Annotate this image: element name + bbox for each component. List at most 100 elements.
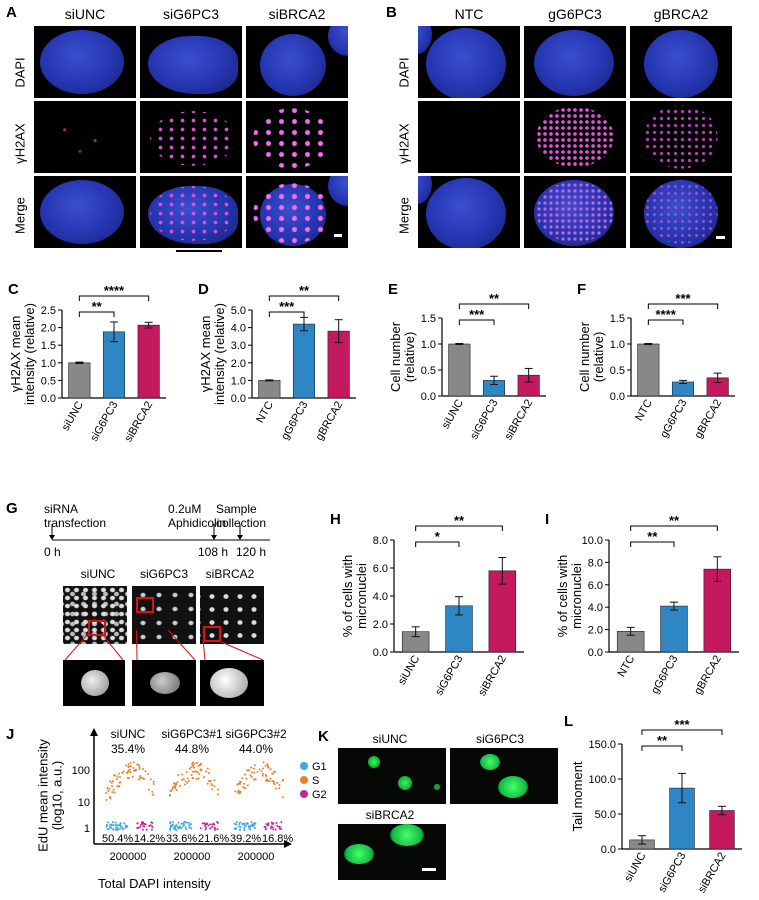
panel-k-label: K — [318, 728, 329, 745]
dot-s — [171, 788, 174, 791]
dot-s — [131, 775, 134, 778]
significance-bracket — [268, 295, 340, 301]
zoom-box — [136, 597, 154, 613]
x-tick-label: NTC — [254, 399, 276, 425]
y-tick-label: 2.0 — [231, 358, 246, 370]
panel-j-xlabel: Total DAPI intensity — [98, 876, 211, 891]
dot-s — [122, 770, 125, 773]
y-axis-label: Tail moment — [570, 761, 585, 831]
dot-s — [269, 777, 272, 780]
y-tick-label: 4.0 — [231, 323, 246, 335]
dot-s — [108, 787, 111, 790]
x-tick-label: siG6PC3 — [88, 400, 120, 444]
dot-s — [265, 775, 268, 778]
dot-s — [127, 777, 130, 780]
dot-s — [113, 791, 116, 794]
y-tick-label: 8.0 — [373, 535, 388, 547]
bar — [448, 343, 471, 397]
panel-k-comet-siunc — [338, 748, 446, 804]
dot-g1 — [105, 825, 108, 828]
dot-s — [109, 780, 112, 783]
dot-g2 — [265, 823, 268, 826]
dot-s — [242, 786, 245, 789]
dot-g1 — [241, 823, 244, 826]
panel-b-gh2ax-ntc — [418, 101, 520, 173]
dot-s — [275, 787, 278, 790]
y-tick-label: 1.0 — [610, 339, 625, 351]
dot-g1 — [182, 821, 185, 824]
dot-g2 — [203, 824, 206, 827]
dot-s — [183, 783, 186, 786]
significance-bracket — [641, 745, 683, 751]
panel-k-col-2: siG6PC3 — [475, 732, 525, 746]
x-tick-label: gBRCA2 — [692, 654, 724, 697]
y-tick-label: 0.5 — [610, 365, 625, 377]
bar — [137, 324, 160, 399]
dot-s — [147, 773, 150, 776]
dot-g1 — [180, 822, 183, 825]
significance-label: **** — [656, 307, 677, 322]
y-tick-label: 2.5 — [41, 305, 56, 317]
panel-g-label: G — [6, 500, 18, 517]
panel-f-label: F — [577, 281, 586, 298]
dot-s — [171, 786, 174, 789]
y-tick-label: 2.0 — [41, 323, 56, 335]
timeline-event-1: siRNA transfection — [44, 502, 107, 530]
dot-s — [175, 789, 178, 792]
y-axis-label: Cell number — [388, 321, 403, 392]
panel-g-zoom-siunc — [63, 660, 125, 706]
y-axis-label-2: (relative) — [402, 332, 417, 383]
bar — [68, 362, 91, 399]
y-tick-label: 2.0 — [588, 625, 603, 637]
dot-g1 — [169, 827, 172, 830]
dot-g1 — [250, 821, 253, 824]
dot-g1 — [175, 828, 178, 831]
panel-g-field-siunc — [63, 586, 127, 644]
g2-percent: 21.6% — [198, 833, 229, 845]
dot-g2 — [280, 821, 283, 824]
x-tick-label: 200000 — [174, 851, 211, 863]
dot-s — [118, 776, 121, 779]
dot-s — [109, 797, 112, 800]
dot-g2 — [205, 826, 208, 829]
dot-s — [266, 779, 269, 782]
dot-g1 — [239, 821, 242, 824]
dot-g1 — [242, 822, 245, 825]
dot-s — [140, 776, 143, 779]
dot-s — [246, 784, 249, 787]
y-tick-label: 150.0 — [588, 739, 616, 751]
dot-s — [111, 791, 114, 794]
panel-b-row-merge: Merge — [396, 197, 412, 234]
dot-g2 — [201, 822, 204, 825]
y-tick-label: 1.0 — [231, 375, 246, 387]
dot-g2 — [137, 826, 140, 829]
dot-g2 — [209, 827, 212, 830]
dot-s — [118, 781, 121, 784]
dot-g2 — [143, 825, 146, 828]
dot-g1 — [171, 821, 174, 824]
dot-s — [186, 777, 189, 780]
g1-percent: 33.6% — [166, 833, 197, 845]
dot-g1 — [243, 828, 246, 831]
panel-b-col-3: gBRCA2 — [653, 6, 709, 22]
dot-s — [152, 783, 155, 786]
significance-bracket — [630, 541, 675, 547]
dot-s — [237, 791, 240, 794]
panel-a-row-merge: Merge — [12, 197, 28, 234]
x-tick-label: siUNC — [440, 397, 466, 431]
bar — [671, 381, 695, 397]
dot-g1 — [233, 822, 236, 825]
dot-s — [127, 763, 130, 766]
panel-h-label: H — [330, 511, 341, 528]
dot-s — [249, 774, 252, 777]
panel-a-dapi-sibrca2 — [246, 26, 348, 98]
y-tick-label: 100 — [72, 765, 90, 777]
dot-s — [243, 782, 246, 785]
dot-s — [241, 777, 244, 780]
dot-s — [152, 780, 155, 783]
dot-g2 — [149, 824, 152, 827]
significance-label: ** — [92, 299, 103, 314]
dot-s — [186, 782, 189, 785]
dot-s — [182, 778, 185, 781]
dot-g1 — [188, 824, 191, 827]
